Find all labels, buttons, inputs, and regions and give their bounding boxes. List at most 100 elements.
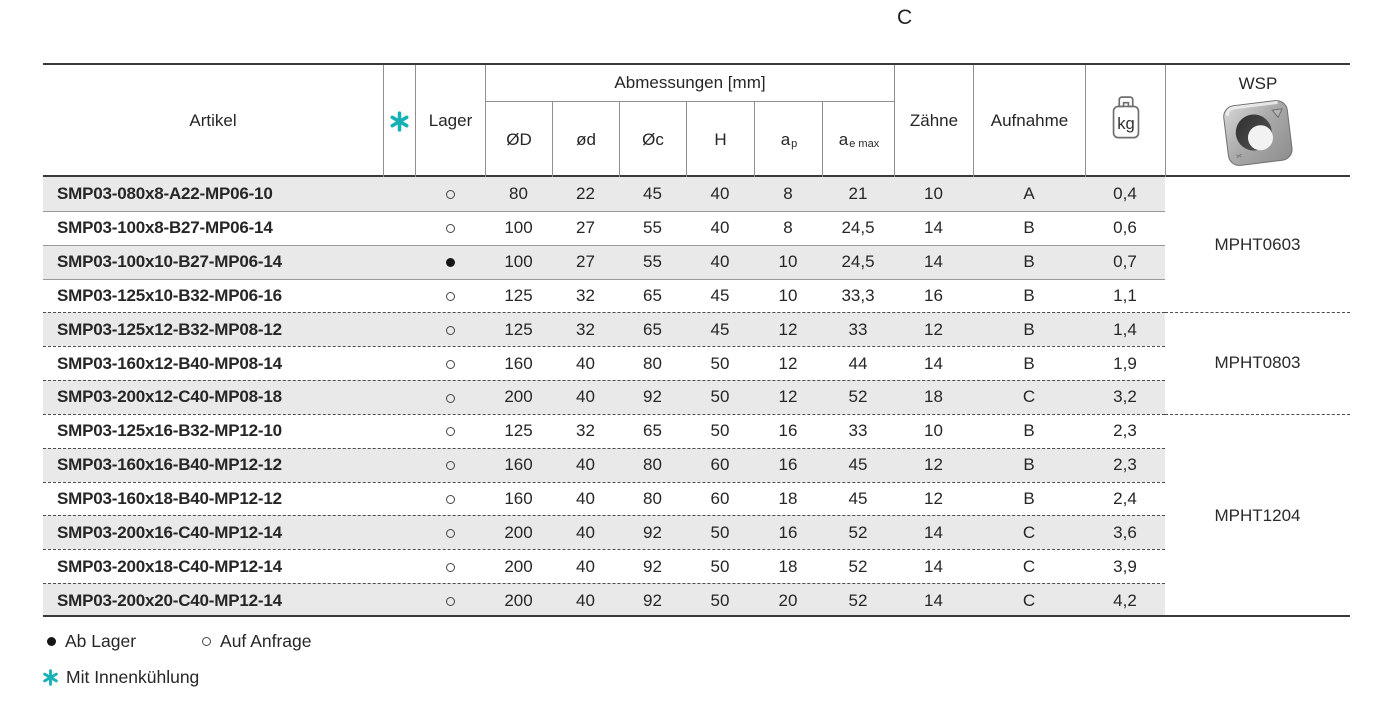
table-header: Artikel Lager Abmessungen [mm] ØD ød Øc … [43, 63, 1350, 177]
od-cell: 40 [576, 489, 595, 509]
table-row: SMP03-160x16-B40-MP12-12 160 40 80 60 16… [43, 447, 1165, 482]
lager-dot [445, 258, 455, 268]
kg-cell: 3,9 [1113, 556, 1137, 576]
zaehne-cell: 12 [924, 319, 943, 339]
table-row: SMP03-200x20-C40-MP12-14 200 40 92 50 20… [43, 583, 1165, 617]
oc-cell: 65 [643, 319, 662, 339]
lager-cell [415, 354, 485, 374]
od-cell: 40 [576, 556, 595, 576]
group-separator [1165, 312, 1350, 313]
col-header-aufnahme: Aufnahme [973, 65, 1085, 177]
wsp-group-mpht0803: MPHT0803 [1214, 353, 1301, 372]
table-row: SMP03-080x8-A22-MP06-10 80 22 45 40 8 21… [43, 177, 1165, 211]
weight-kg-icon: kg [1112, 96, 1139, 139]
lager-cell [415, 421, 485, 441]
oD-cell: 80 [509, 183, 528, 203]
oc-cell: 92 [643, 387, 662, 407]
lager-cell [415, 557, 485, 577]
artikel-cell: SMP03-100x10-B27-MP06-14 [57, 252, 282, 272]
ap-cell: 8 [783, 218, 793, 238]
table-row: SMP03-100x8-B27-MP06-14 100 27 55 40 8 2… [43, 210, 1165, 245]
lager-dot [445, 189, 455, 199]
aemax-cell: 21 [848, 183, 868, 203]
lager-cell [415, 252, 485, 272]
oD-cell: 100 [504, 252, 533, 272]
lager-dot [445, 461, 455, 471]
kg-cell: 2,3 [1113, 455, 1137, 475]
aemax-cell: 44 [848, 353, 868, 373]
aufnahme-cell: B [1023, 218, 1035, 238]
kg-cell: 4,2 [1113, 590, 1137, 610]
h-cell: 40 [710, 252, 730, 272]
aemax-cell: 33 [848, 319, 868, 339]
od-cell: 40 [576, 522, 595, 542]
wsp-group-mpht1204: MPHT1204 [1214, 505, 1301, 525]
aemax-cell: 45 [848, 455, 868, 475]
aufnahme-cell: B [1023, 353, 1035, 373]
kg-cell: 2,3 [1113, 421, 1137, 441]
h-cell: 50 [710, 421, 730, 441]
lager-cell [415, 320, 485, 340]
h-cell: 60 [710, 455, 730, 475]
col-header-oD: ØD [485, 102, 552, 177]
aufnahme-cell: C [1022, 387, 1036, 407]
col-header-weight: kg [1085, 65, 1165, 177]
oD-cell: 125 [504, 421, 533, 441]
kg-cell: 0,7 [1113, 252, 1137, 272]
lager-dot [445, 495, 455, 505]
aemax-cell: 52 [848, 556, 868, 576]
aemax-cell: 52 [848, 522, 868, 542]
ap-cell: 10 [778, 285, 798, 305]
od-cell: 40 [576, 353, 595, 373]
aufnahme-cell: B [1023, 319, 1035, 339]
ap-cell: 20 [778, 590, 798, 610]
zaehne-cell: 14 [924, 556, 943, 576]
col-header-cooling [383, 65, 415, 177]
h-cell: 50 [710, 387, 730, 407]
legend-cooling-label: Mit Innenkühlung [66, 667, 200, 687]
legend-cooling: Mit Innenkühlung [42, 667, 199, 688]
zaehne-cell: 10 [924, 421, 943, 441]
artikel-cell: SMP03-160x16-B40-MP12-12 [57, 455, 282, 475]
svg-text:kg: kg [1117, 114, 1135, 133]
od-cell: 22 [576, 183, 595, 203]
h-cell: 45 [710, 319, 730, 339]
aemax-cell: 45 [848, 489, 868, 509]
table-row: SMP03-125x16-B32-MP12-10 125 32 65 50 16… [43, 413, 1165, 448]
table-row: SMP03-125x12-B32-MP08-12 125 32 65 45 12… [43, 312, 1165, 347]
col-header-artikel: Artikel [189, 111, 237, 130]
oD-cell: 160 [504, 489, 533, 509]
zaehne-cell: 12 [924, 455, 943, 475]
artikel-cell: SMP03-200x16-C40-MP12-14 [57, 522, 282, 542]
artikel-cell: SMP03-080x8-A22-MP06-10 [57, 183, 273, 203]
oD-cell: 125 [504, 319, 533, 339]
col-header-h: H [686, 102, 754, 177]
filled-circle-icon [47, 637, 56, 646]
table-row: SMP03-100x10-B27-MP06-14 100 27 55 40 10… [43, 244, 1165, 279]
oc-cell: 92 [643, 590, 662, 610]
od-cell: 32 [576, 421, 595, 441]
lager-cell [415, 286, 485, 306]
h-cell: 45 [710, 285, 730, 305]
oc-cell: 80 [643, 455, 662, 475]
aufnahme-cell: B [1023, 489, 1035, 509]
h-cell: 50 [710, 522, 730, 542]
oD-cell: 125 [504, 285, 533, 305]
kg-cell: 0,6 [1113, 218, 1137, 238]
oc-cell: 65 [643, 285, 662, 305]
h-cell: 50 [710, 556, 730, 576]
ap-cell: 12 [778, 387, 798, 407]
kg-cell: 1,1 [1113, 285, 1137, 305]
artikel-cell: SMP03-160x12-B40-MP08-14 [57, 353, 282, 373]
kg-cell: 0,4 [1113, 183, 1137, 203]
zaehne-cell: 14 [924, 353, 943, 373]
h-cell: 60 [710, 489, 730, 509]
table-row: SMP03-125x10-B32-MP06-16 125 32 65 45 10… [43, 278, 1165, 313]
od-cell: 40 [576, 590, 595, 610]
lager-dot [445, 224, 455, 234]
ap-cell: 16 [778, 522, 798, 542]
kg-cell: 3,6 [1113, 522, 1137, 542]
artikel-cell: SMP03-200x20-C40-MP12-14 [57, 590, 282, 610]
